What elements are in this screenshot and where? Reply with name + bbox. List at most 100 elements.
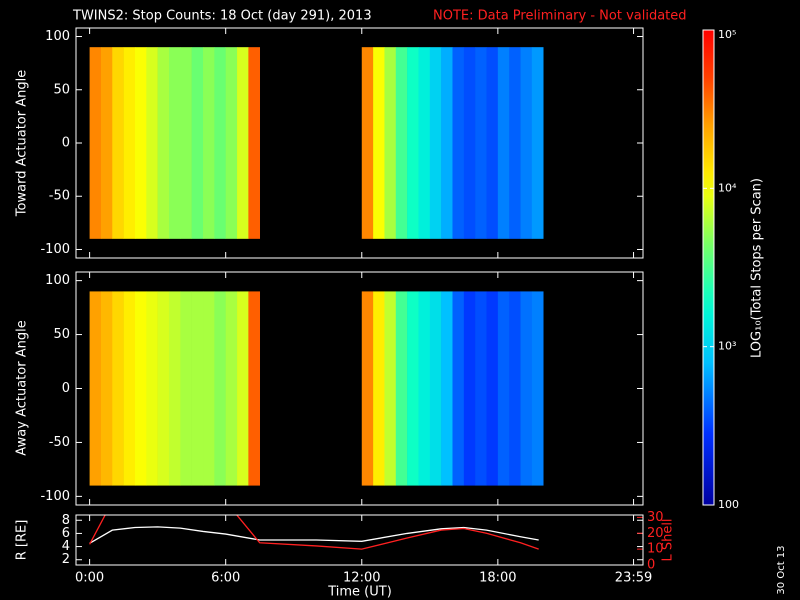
y-axis-title: Away Actuator Angle — [15, 320, 30, 455]
heatmap-cell — [180, 291, 192, 486]
heatmap-cell — [418, 47, 431, 239]
heatmap-cell — [146, 47, 158, 239]
heatmap-cell — [475, 291, 487, 486]
heatmap-cell — [531, 47, 544, 239]
colorbar-tick-label: 10⁵ — [718, 28, 736, 41]
heatmap-cell — [418, 291, 431, 486]
y-tick-label: 100 — [45, 273, 70, 288]
chart-title: TWINS2: Stop Counts: 18 Oct (day 291), 2… — [72, 9, 372, 24]
heatmap-cell — [191, 291, 204, 486]
x-tick-label: 18:00 — [479, 571, 516, 586]
y-tick-label: -100 — [40, 242, 70, 257]
heatmap-cell — [157, 47, 170, 239]
heatmap-cell — [203, 291, 215, 486]
y-tick-label: 0 — [62, 381, 70, 396]
heatmap-cell — [395, 47, 408, 239]
y-tick-label: -50 — [49, 189, 70, 204]
x-tick-label: 6:00 — [211, 571, 240, 586]
heatmap-cell — [168, 47, 181, 239]
heatmap-cell — [509, 291, 521, 486]
heatmap-cell — [486, 291, 499, 486]
heatmap-cell — [180, 47, 192, 239]
heatmap-cell — [112, 291, 124, 486]
heatmap-cell — [407, 47, 419, 239]
heatmap-cell — [384, 47, 397, 239]
series-line — [89, 515, 539, 550]
y-tick-label: 50 — [53, 327, 70, 342]
y-axis-title: R [RE] — [15, 520, 30, 561]
heatmap-cell — [248, 47, 261, 239]
heatmap-cell — [225, 291, 238, 486]
line-layer — [89, 515, 539, 550]
series-line — [89, 526, 539, 544]
heatmap-cell — [214, 47, 226, 239]
heatmap-cell — [520, 291, 533, 486]
heatmap-cell — [429, 291, 442, 486]
heatmap-cell — [384, 291, 397, 486]
heatmap-cell — [191, 47, 204, 239]
y-axis-title: Toward Actuator Angle — [15, 70, 30, 217]
heatmap-cell — [486, 47, 499, 239]
heatmap-cell — [373, 47, 385, 239]
heatmap-cell — [203, 47, 215, 239]
colorbar-tick-label: 100 — [718, 498, 739, 511]
heatmap-cell — [100, 47, 113, 239]
heatmap-cell — [497, 291, 510, 486]
heatmap-cell — [89, 47, 102, 239]
heatmap-cell — [361, 47, 374, 239]
y-tick-label: -100 — [40, 489, 70, 504]
y2-axis-title: L Shell — [661, 518, 676, 561]
heatmap-cell — [452, 47, 465, 239]
x-tick-label: 23:59 — [615, 571, 652, 586]
y-tick-label: 50 — [53, 82, 70, 97]
heatmap-cell — [248, 291, 261, 486]
y-tick-label: 0 — [62, 136, 70, 151]
colorbar-title: LOG₁₀(Total Stops per Scan) — [750, 178, 765, 358]
heatmap-cell — [497, 47, 510, 239]
heatmap-cell — [373, 291, 385, 486]
y-tick-label: 4 — [62, 539, 70, 554]
heatmap-cell — [134, 47, 147, 239]
y2-tick-label: 20 — [647, 526, 664, 541]
plot-frame — [75, 514, 644, 566]
colorbar — [702, 29, 715, 506]
heatmap-cell — [520, 47, 533, 239]
heatmap-cell — [463, 47, 476, 239]
heatmap-cell — [441, 291, 453, 486]
heatmap-cell — [452, 291, 465, 486]
colorbar-tick-label: 10³ — [718, 340, 736, 353]
y-tick-label: 8 — [62, 513, 70, 528]
y-tick-label: -50 — [49, 435, 70, 450]
heatmap-cell — [157, 291, 170, 486]
heatmap-cell — [89, 291, 102, 486]
heatmap-cell — [463, 291, 476, 486]
date-stamp: 30 Oct 13 — [776, 545, 787, 594]
heatmap-cell — [361, 291, 374, 486]
x-tick-label: 12:00 — [343, 571, 380, 586]
heatmap-cell — [237, 291, 249, 486]
heatmap-cell — [214, 291, 226, 486]
x-tick-label: 0:00 — [75, 571, 104, 586]
heatmap-cell — [134, 291, 147, 486]
heatmap-cell — [123, 47, 136, 239]
heatmap-cell — [168, 291, 181, 486]
y2-tick-label: 0 — [647, 558, 655, 573]
heatmap-cell — [237, 47, 249, 239]
heatmap-cell — [225, 47, 238, 239]
heatmap-cell — [146, 291, 158, 486]
plot-frame — [75, 271, 644, 506]
y-tick-label: 2 — [62, 552, 70, 567]
heatmap-cell — [429, 47, 442, 239]
y-tick-label: 100 — [45, 29, 70, 44]
y2-tick-label: 30 — [647, 510, 664, 525]
heatmap-cell — [100, 291, 113, 486]
y2-tick-label: 10 — [647, 542, 664, 557]
colorbar-tick-label: 10⁴ — [718, 181, 737, 194]
heatmap-cell — [395, 291, 408, 486]
heatmap-cell — [441, 47, 453, 239]
heatmap-cell — [112, 47, 124, 239]
heatmap-cell — [407, 291, 419, 486]
note: NOTE: Data Preliminary - Not validated — [433, 9, 687, 24]
y-tick-label: 6 — [62, 526, 70, 541]
